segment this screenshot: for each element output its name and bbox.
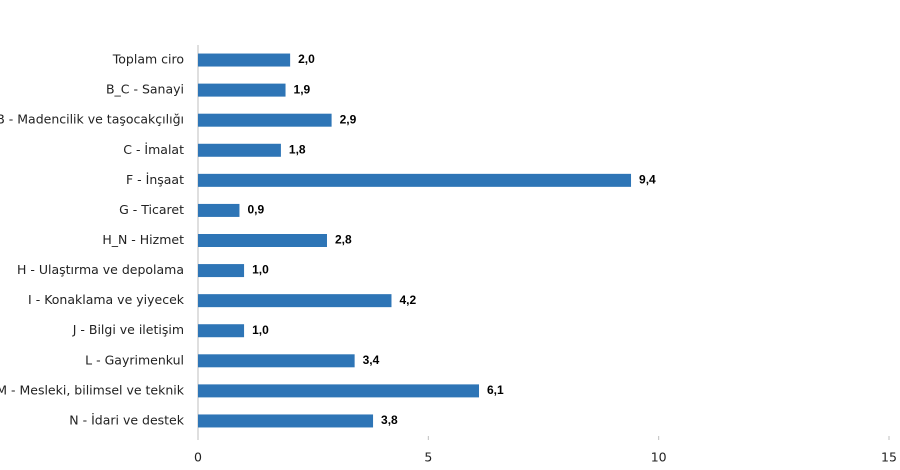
bar: [198, 294, 392, 308]
y-tick-label: L - Gayrimenkul: [85, 352, 184, 367]
value-label: 3,4: [363, 353, 380, 367]
value-label: 1,0: [252, 323, 269, 337]
y-tick-label: I - Konaklama ve yiyecek: [28, 292, 185, 307]
x-tick-label: 15: [881, 450, 897, 465]
bar: [198, 83, 286, 97]
x-tick-label: 10: [651, 450, 667, 465]
value-label: 0,9: [247, 203, 264, 217]
bar: [198, 324, 245, 338]
bar: [198, 354, 355, 368]
value-label: 2,8: [335, 233, 352, 247]
y-tick-label: N - İdari ve destek: [69, 412, 184, 427]
bar: [198, 264, 245, 278]
y-tick-label: B_C - Sanayi: [106, 82, 184, 97]
value-label: 1,9: [294, 82, 311, 96]
x-tick-label: 0: [194, 450, 202, 465]
bar: [198, 173, 632, 187]
y-tick-label: B - Madencilik ve taşocakçılığı: [0, 112, 184, 127]
value-label: 1,8: [289, 142, 306, 156]
value-label: 6,1: [487, 383, 504, 397]
bar: [198, 53, 291, 67]
bar: [198, 414, 374, 428]
value-label: 4,2: [399, 293, 416, 307]
bar: [198, 203, 240, 217]
bar: [198, 384, 480, 398]
bar: [198, 113, 332, 127]
y-tick-label: G - Ticaret: [119, 202, 184, 217]
y-tick-label: C - İmalat: [123, 142, 184, 157]
value-label: 1,0: [252, 263, 269, 277]
y-tick-label: J - Bilgi ve iletişim: [72, 322, 184, 337]
value-label: 3,8: [381, 413, 398, 427]
y-tick-label: H_N - Hizmet: [102, 232, 184, 247]
x-tick-label: 5: [424, 450, 432, 465]
y-tick-label: F - İnşaat: [126, 172, 184, 187]
value-label: 2,0: [298, 52, 315, 66]
y-tick-label: Toplam ciro: [112, 52, 184, 67]
y-tick-label: H - Ulaştırma ve depolama: [17, 262, 184, 277]
value-label: 2,9: [340, 112, 357, 126]
value-label: 9,4: [639, 173, 656, 187]
bar: [198, 143, 281, 157]
y-tick-label: M - Mesleki, bilimsel ve teknik: [0, 382, 185, 397]
bar: [198, 234, 327, 247]
